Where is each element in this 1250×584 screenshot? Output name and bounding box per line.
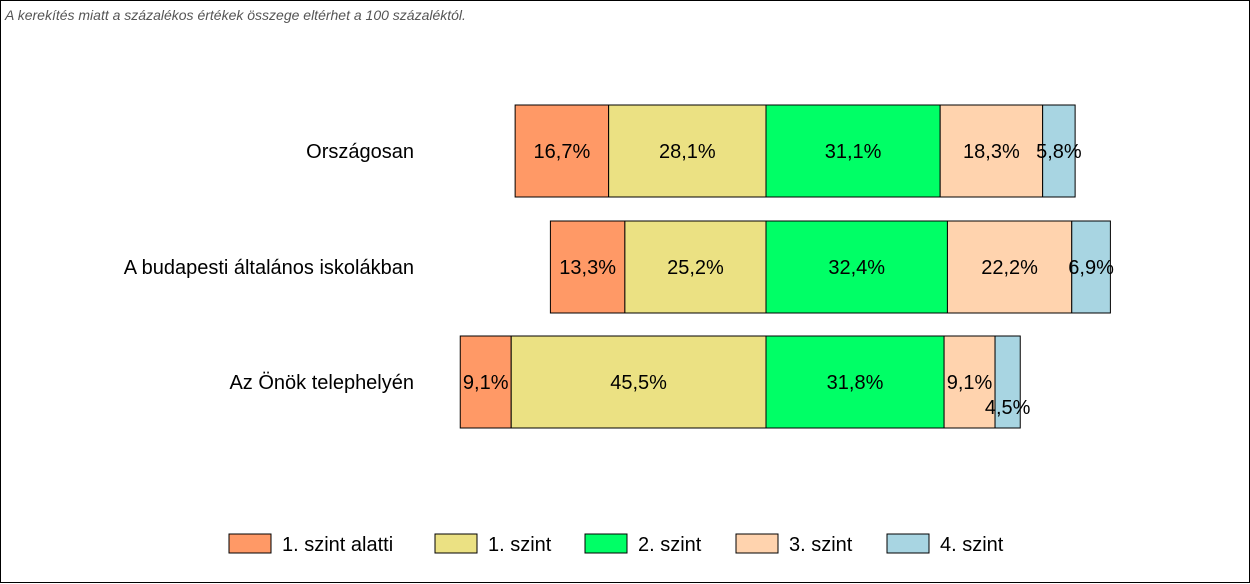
data-label-2-szint-a-budapesti-altalanos-iskolakban: 32,4% [828,257,885,279]
bar-segment-2-szint-a-budapesti-altalanos-iskolakban [765,220,948,314]
bar-segment-4-szint-orszagosan [1042,104,1076,198]
bar-segment-3-szint-az-onok-telephelyen [943,335,996,429]
legend-swatch-1-szint-alatti [228,533,272,554]
legend-label-2-szint: 2. szint [638,534,702,556]
legend-swatch-1-szint [434,533,478,554]
legend-swatch-3-szint [735,533,779,554]
data-label-1-szint-alatti-orszagosan: 16,7% [534,141,591,163]
bar-segment-1-szint-a-budapesti-altalanos-iskolakban [624,220,767,314]
data-label-1-szint-az-onok-telephelyen: 45,5% [610,372,667,394]
bar-segment-1-szint-alatti-a-budapesti-altalanos-iskolakban [549,220,626,314]
legend-label-4-szint: 4. szint [940,534,1004,556]
data-label-2-szint-az-onok-telephelyen: 31,8% [827,372,884,394]
bar-segment-4-szint-az-onok-telephelyen [994,335,1021,429]
data-label-1-szint-a-budapesti-altalanos-iskolakban: 25,2% [667,257,724,279]
data-label-2-szint-orszagosan: 31,1% [825,141,882,163]
legend-swatch-2-szint [584,533,628,554]
data-label-3-szint-orszagosan: 18,3% [963,141,1020,163]
data-label-4-szint-az-onok-telephelyen: 4,5% [985,397,1031,419]
bar-segment-1-szint-alatti-az-onok-telephelyen [459,335,512,429]
data-label-4-szint-a-budapesti-altalanos-iskolakban: 6,9% [1068,257,1114,279]
rounding-note: A kerekítés miatt a százalékos értékek ö… [5,7,466,23]
bar-segment-4-szint-a-budapesti-altalanos-iskolakban [1071,220,1111,314]
data-label-1-szint-alatti-a-budapesti-altalanos-iskolakban: 13,3% [559,257,616,279]
legend-swatch-4-szint [886,533,930,554]
legend-label-1-szint: 1. szint [488,534,552,556]
data-label-3-szint-az-onok-telephelyen: 9,1% [947,372,993,394]
bar-segment-2-szint-az-onok-telephelyen [765,335,945,429]
bar-segment-3-szint-a-budapesti-altalanos-iskolakban [946,220,1073,314]
legend-label-1-szint-alatti: 1. szint alatti [282,534,393,556]
category-label-az-onok-telephelyen: Az Önök telephelyén [229,372,414,394]
data-label-1-szint-alatti-az-onok-telephelyen: 9,1% [463,372,509,394]
data-label-3-szint-a-budapesti-altalanos-iskolakban: 22,2% [981,257,1038,279]
bar-segment-1-szint-orszagosan [608,104,767,198]
data-label-4-szint-orszagosan: 5,8% [1036,141,1082,163]
data-label-1-szint-orszagosan: 28,1% [659,141,716,163]
legend-label-3-szint: 3. szint [789,534,853,556]
category-label-a-budapesti-altalanos-iskolakban: A budapesti általános iskolákban [124,257,414,279]
category-label-orszagosan: Országosan [306,141,414,163]
bar-segment-1-szint-az-onok-telephelyen [510,335,767,429]
